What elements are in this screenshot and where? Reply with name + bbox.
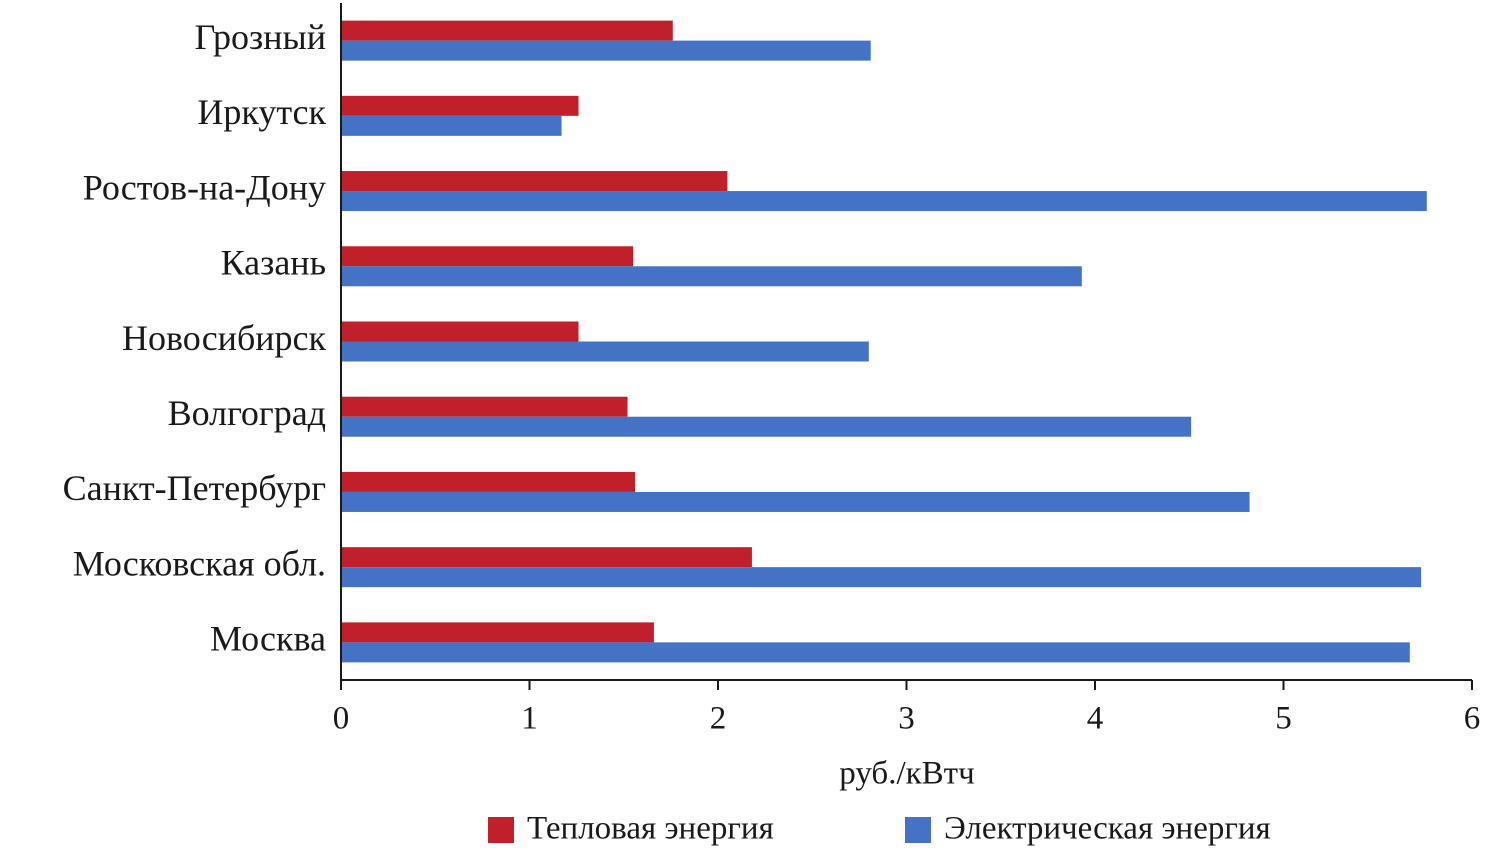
- bar: [341, 191, 1427, 212]
- y-tick-label: Новосибирск: [122, 318, 326, 358]
- x-axis-label: руб./кВтч: [839, 756, 974, 792]
- y-tick-label: Иркутск: [197, 92, 326, 132]
- bar: [341, 471, 636, 492]
- bar: [341, 341, 869, 362]
- bar: [341, 567, 1422, 588]
- x-tick-label: 2: [710, 701, 727, 737]
- legend-label: Электрическая энергия: [944, 811, 1271, 847]
- bar: [341, 642, 1410, 663]
- x-tick-label: 4: [1087, 701, 1104, 737]
- legend-swatch: [488, 817, 514, 843]
- bar: [341, 171, 728, 192]
- x-tick-label: 3: [898, 701, 915, 737]
- bar: [341, 115, 562, 136]
- bar: [341, 95, 579, 116]
- y-tick-label: Волгоград: [168, 393, 326, 433]
- x-tick-label: 1: [521, 701, 538, 737]
- y-tick-label: Казань: [221, 243, 326, 283]
- bar: [341, 246, 634, 267]
- bar: [341, 547, 752, 568]
- x-tick-label: 5: [1275, 701, 1292, 737]
- bar: [341, 321, 579, 342]
- y-tick-label: Грозный: [195, 17, 326, 57]
- x-tick-label: 6: [1464, 701, 1481, 737]
- y-tick-label: Московская обл.: [73, 543, 326, 583]
- y-tick-label: Москва: [210, 619, 326, 659]
- bar: [341, 20, 673, 41]
- y-tick-label: Ростов-на-Дону: [83, 167, 326, 207]
- legend-swatch: [905, 817, 931, 843]
- bar: [341, 491, 1250, 512]
- bar: [341, 622, 654, 643]
- legend-label: Тепловая энергия: [527, 811, 774, 847]
- y-tick-label: Санкт-Петербург: [63, 468, 326, 508]
- x-tick-label: 0: [333, 701, 350, 737]
- bar: [341, 40, 871, 61]
- bar: [341, 266, 1082, 287]
- bar: [341, 416, 1192, 437]
- bar: [341, 396, 628, 417]
